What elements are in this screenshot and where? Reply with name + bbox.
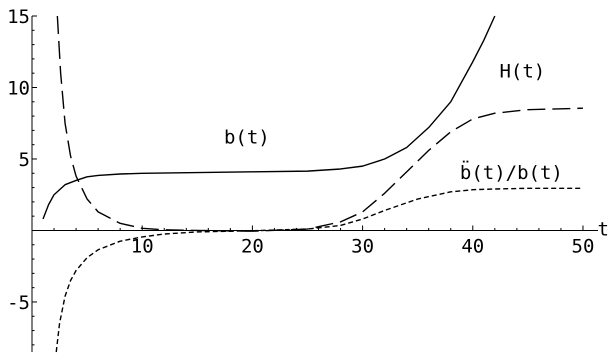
- curve-label-2: H(t): [499, 60, 545, 82]
- series-line-3: [55, 187, 583, 353]
- series-group: [42, 15, 583, 353]
- x-tick-label: 40: [461, 235, 484, 257]
- series-line-2: [56, 15, 583, 232]
- y-tick-label: 15: [7, 6, 30, 28]
- x-tick-label: 20: [241, 235, 264, 257]
- x-tick-label: 30: [351, 235, 374, 257]
- x-tick-label: 50: [572, 235, 595, 257]
- curve-label-1: b(t): [224, 126, 270, 148]
- y-tick-label: 10: [7, 77, 30, 99]
- curve-label-3: b̈(t)/b(t): [460, 160, 563, 184]
- x-tick-label: 10: [131, 235, 154, 257]
- series-line-1: [42, 15, 496, 220]
- axes: [31, 16, 598, 352]
- y-tick-label: -5: [7, 292, 30, 314]
- x-axis-label: t: [598, 218, 609, 240]
- curve-labels: b(t) H(t) b̈(t)/b(t): [224, 60, 563, 184]
- y-tick-label: 5: [19, 149, 30, 171]
- y-ticks: -5 5 10 15: [7, 6, 37, 346]
